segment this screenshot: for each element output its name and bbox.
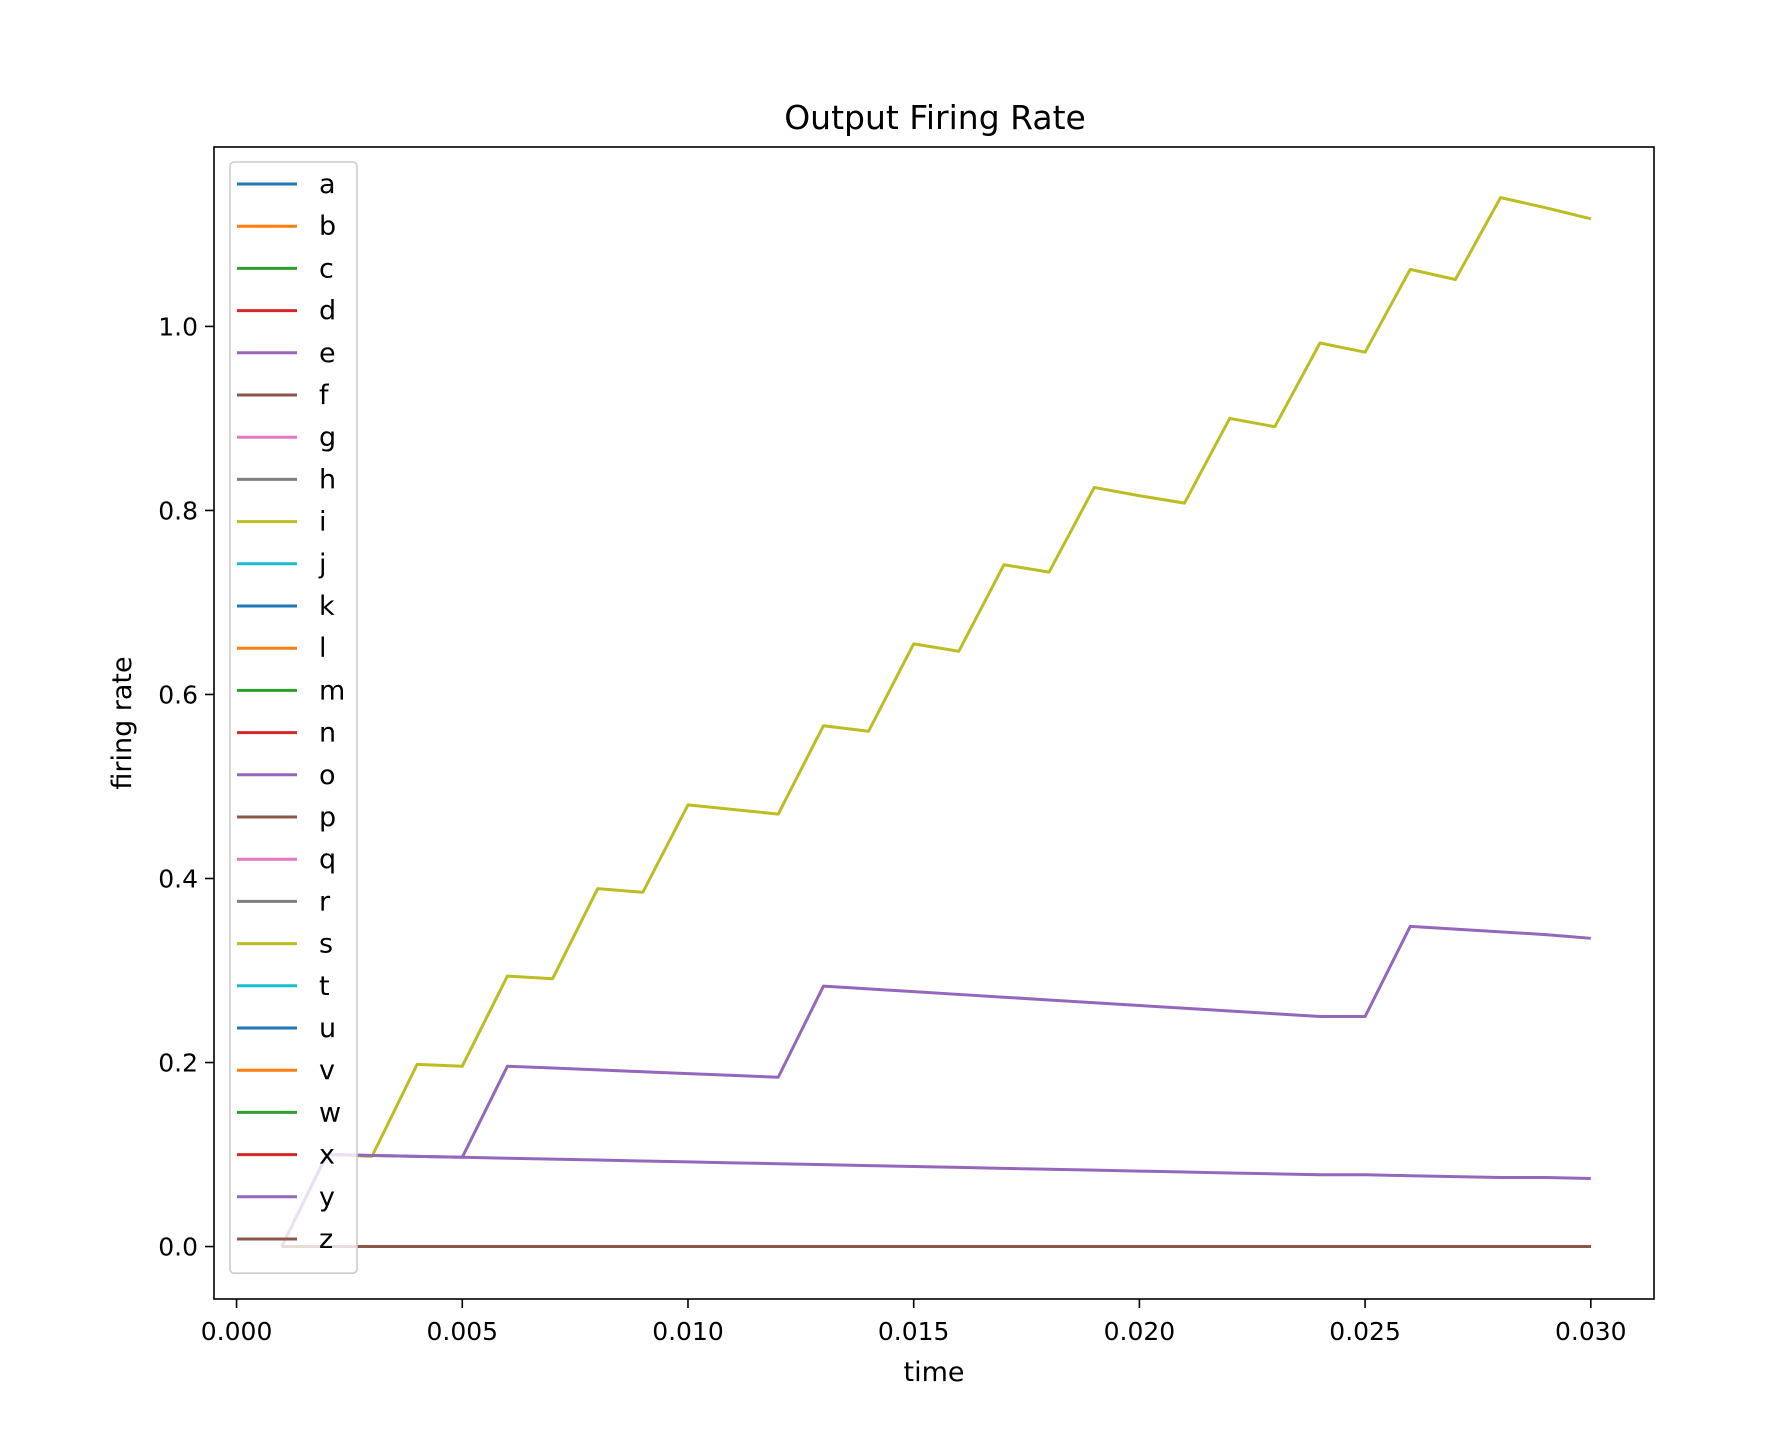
x-tick-label: 0.025 (1329, 1317, 1401, 1346)
legend-item-e: e (237, 338, 336, 369)
legend-item-o: o (237, 760, 336, 791)
legend-item-x: x (237, 1140, 335, 1171)
x-tick-label: 0.030 (1555, 1317, 1627, 1346)
legend-label: r (319, 886, 331, 917)
y-tick-label: 0.8 (158, 496, 198, 525)
y-tick-label: 0.6 (158, 680, 198, 709)
legend-label: p (319, 802, 336, 833)
legend-label: b (319, 211, 336, 242)
legend-label: t (319, 971, 330, 1002)
legend-item-g: g (237, 422, 336, 453)
series-line-y (280, 1153, 1591, 1248)
chart-title: Output Firing Rate (784, 98, 1086, 137)
legend-label: k (319, 591, 335, 622)
legend-label: x (319, 1140, 335, 1171)
legend-label: y (319, 1182, 335, 1213)
legend-label: n (319, 718, 336, 749)
legend-item-c: c (237, 253, 334, 284)
y-tick-label: 0.2 (158, 1049, 198, 1078)
legend-label: a (319, 169, 336, 200)
y-tick-label: 0.0 (158, 1233, 198, 1262)
legend-label: i (319, 507, 327, 538)
y-axis: 0.0 0.2 0.4 0.6 0.8 1.0 (158, 312, 214, 1262)
legend-item-m: m (237, 675, 345, 706)
legend-label: u (319, 1013, 336, 1044)
series-line-e (280, 924, 1591, 1248)
legend-label: v (319, 1055, 335, 1086)
legend-label: f (319, 380, 330, 411)
legend-item-p: p (237, 802, 336, 833)
y-tick-label: 0.4 (158, 865, 198, 894)
legend-item-s: s (237, 929, 333, 960)
legend-item-z: z (237, 1224, 333, 1255)
legend-item-f: f (237, 380, 330, 411)
x-axis: 0.000 0.005 0.010 0.015 0.020 0.025 0.030 (201, 1299, 1627, 1346)
x-tick-label: 0.015 (878, 1317, 950, 1346)
legend-item-h: h (237, 464, 336, 495)
legend-label: m (319, 675, 345, 706)
legend-label: g (319, 422, 336, 453)
legend-label: s (319, 929, 333, 960)
x-tick-label: 0.005 (426, 1317, 498, 1346)
x-axis-label: time (903, 1357, 964, 1388)
legend-item-w: w (237, 1097, 341, 1128)
x-tick-label: 0.000 (201, 1317, 273, 1346)
legend-item-q: q (237, 844, 336, 875)
axes-frame (213, 146, 1655, 1300)
legend-label: q (319, 844, 336, 875)
legend-label: d (319, 296, 336, 327)
legend-item-j: j (237, 549, 327, 580)
legend-label: w (319, 1097, 341, 1128)
legend-box (229, 161, 358, 1274)
legend-label: e (319, 338, 336, 369)
y-tick-label: 1.0 (158, 312, 198, 341)
legend-item-a: a (237, 169, 336, 200)
legend-item-n: n (237, 718, 336, 749)
legend-item-t: t (237, 971, 330, 1002)
legend-item-v: v (237, 1055, 335, 1086)
legend-item-d: d (237, 296, 336, 327)
legend-item-l: l (237, 633, 327, 664)
legend-label: c (319, 253, 334, 284)
x-tick-label: 0.010 (652, 1317, 724, 1346)
legend-label: h (319, 464, 336, 495)
legend-label: z (319, 1224, 333, 1255)
series-line-i (280, 196, 1592, 1248)
legend-label: l (319, 633, 327, 664)
legend-item-y: y (237, 1182, 335, 1213)
legend-item-k: k (237, 591, 335, 622)
legend-item-b: b (237, 211, 336, 242)
plot-area (213, 146, 1655, 1300)
legend-item-i: i (237, 507, 327, 538)
legend-label: o (319, 760, 336, 791)
series-layer (280, 196, 1592, 1249)
legend-item-u: u (237, 1013, 336, 1044)
y-axis-label: firing rate (107, 656, 138, 789)
x-tick-label: 0.020 (1104, 1317, 1176, 1346)
legend-label: j (318, 549, 327, 580)
legend-item-r: r (237, 886, 331, 917)
